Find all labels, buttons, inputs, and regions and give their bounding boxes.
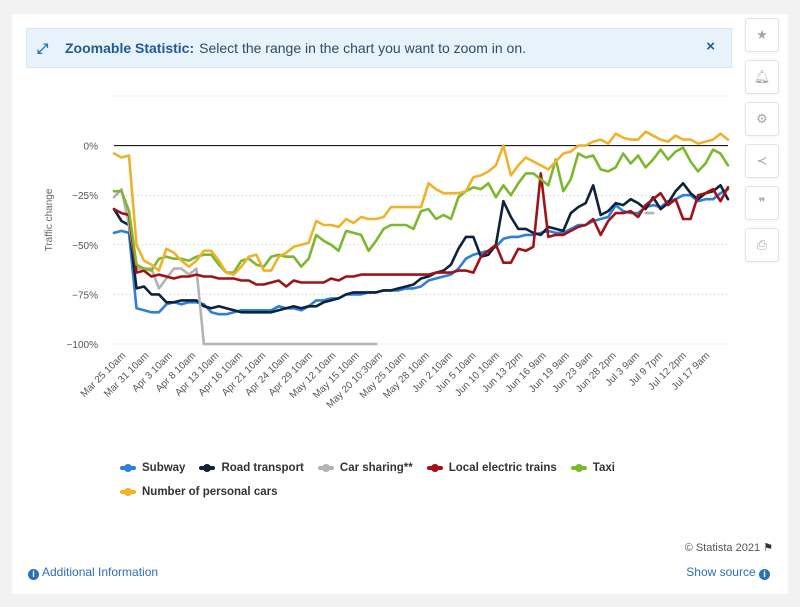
series-road[interactable] — [112, 182, 730, 314]
legend: Subway Road transport Car sharing** Local e… — [120, 456, 680, 504]
zoom-arrows-icon: ⤢ — [37, 39, 49, 56]
legend-item-electric_trains[interactable]: Local electric trains — [426, 462, 557, 474]
series-line[interactable] — [112, 130, 730, 276]
legend-swatch — [570, 464, 587, 472]
legend-item-road[interactable]: Road transport — [199, 462, 304, 474]
legend-swatch — [199, 464, 216, 472]
star-icon[interactable]: ★ — [745, 18, 779, 52]
series-lines — [112, 130, 730, 346]
legend-label: Car sharing** — [339, 462, 413, 474]
info-icon: i — [28, 569, 39, 580]
flag-icon: ⚑ — [763, 542, 773, 554]
legend-swatch — [120, 464, 136, 472]
zoom-banner: ⤢ Zoomable Statistic: Select the range i… — [26, 28, 732, 68]
legend-item-subway[interactable]: Subway — [120, 462, 185, 474]
bell-icon[interactable]: 🔔︎ — [745, 60, 779, 94]
legend-label: Local electric trains — [448, 462, 557, 474]
show-source-link[interactable]: Show source i — [686, 565, 773, 580]
print-icon[interactable]: ⎙ — [745, 228, 779, 262]
info-icon: i — [759, 569, 770, 580]
close-icon[interactable]: × — [706, 38, 715, 55]
series-electric_trains[interactable] — [112, 172, 730, 288]
series-line[interactable] — [112, 182, 730, 314]
share-icon[interactable]: ≺ — [745, 144, 779, 178]
y-tick-label: 0% — [84, 142, 99, 153]
grid — [114, 95, 728, 345]
side-toolbar: ★ 🔔︎ ⚙ ≺ ❞ ⎙ — [745, 18, 781, 270]
legend-swatch — [120, 488, 136, 496]
y-axis-title: Traffic change — [44, 188, 55, 251]
series-personal_cars[interactable] — [112, 130, 730, 276]
quote-icon[interactable]: ❞ — [745, 186, 779, 220]
y-tick-label: −75% — [72, 290, 98, 301]
series-line[interactable] — [112, 187, 655, 346]
legend-swatch — [317, 464, 334, 472]
chart-card — [12, 14, 788, 594]
y-axis-labels: −100% −75% −50% −25% 0% — [67, 142, 99, 351]
series-line[interactable] — [112, 146, 730, 274]
legend-item-car_sharing[interactable]: Car sharing** — [317, 462, 413, 474]
y-tick-label: −50% — [72, 241, 98, 252]
series-line[interactable] — [112, 172, 730, 288]
y-tick-label: −25% — [72, 191, 98, 202]
legend-label: Taxi — [592, 462, 615, 474]
copyright: © Statista 2021 ⚑ — [684, 542, 773, 554]
y-tick-label: −100% — [67, 340, 99, 351]
additional-information-link[interactable]: i Additional Information — [28, 565, 158, 580]
legend-item-taxi[interactable]: Taxi — [570, 462, 615, 474]
banner-title: Zoomable Statistic: — [65, 40, 195, 56]
series-taxi[interactable] — [112, 146, 730, 274]
legend-swatch — [426, 464, 443, 472]
legend-label: Subway — [142, 462, 186, 474]
legend-label: Road transport — [221, 462, 304, 474]
series-car_sharing[interactable] — [112, 187, 655, 346]
legend-label: Number of personal cars — [142, 486, 278, 498]
legend-item-personal_cars[interactable]: Number of personal cars — [120, 486, 277, 498]
banner-text: Select the range in the chart you want t… — [199, 40, 527, 56]
gear-icon[interactable]: ⚙ — [745, 102, 779, 136]
